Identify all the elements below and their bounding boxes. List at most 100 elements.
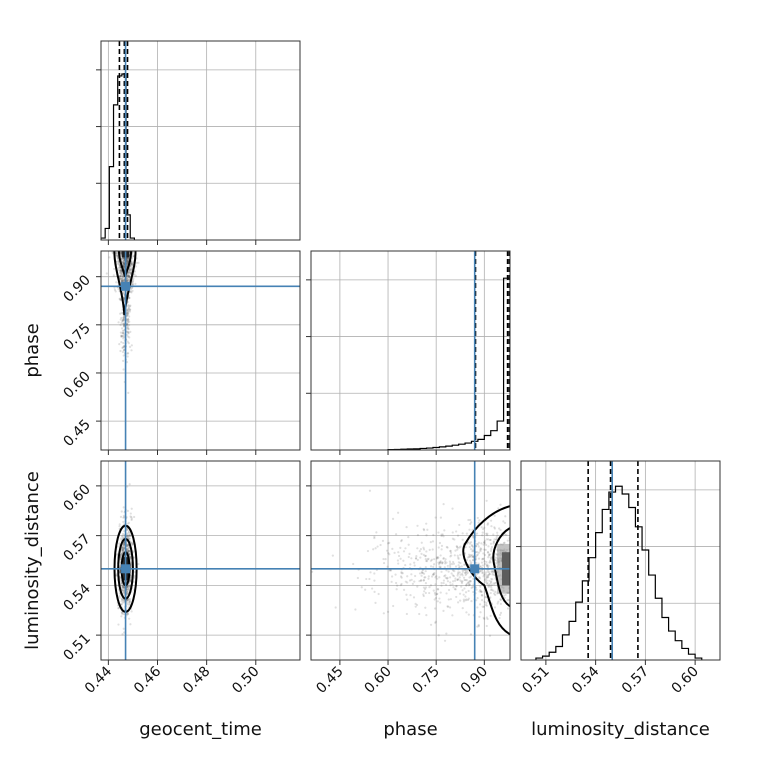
sample-point bbox=[377, 592, 380, 596]
sample-point bbox=[127, 587, 130, 590]
sample-point bbox=[461, 570, 464, 573]
sample-point bbox=[435, 593, 438, 596]
sample-point bbox=[490, 547, 493, 551]
sample-point bbox=[482, 573, 486, 576]
sample-point bbox=[120, 335, 123, 338]
sample-point bbox=[123, 296, 126, 299]
sample-point bbox=[434, 576, 437, 579]
y-axis-label-phase: phase bbox=[22, 323, 43, 377]
sample-point bbox=[130, 266, 133, 269]
sample-point bbox=[129, 512, 132, 515]
sample-point bbox=[479, 549, 482, 553]
sample-point bbox=[499, 528, 502, 532]
sample-point bbox=[461, 532, 464, 535]
sample-point bbox=[127, 549, 131, 552]
sample-point bbox=[461, 580, 464, 583]
sample-point bbox=[493, 526, 496, 529]
sample-point bbox=[469, 548, 473, 551]
sample-point bbox=[120, 311, 123, 314]
sample-point bbox=[478, 590, 481, 593]
sample-point bbox=[133, 575, 136, 578]
sample-point bbox=[468, 583, 471, 586]
sample-point bbox=[405, 612, 408, 616]
sample-point bbox=[434, 593, 437, 596]
sample-point bbox=[129, 579, 132, 582]
sample-point bbox=[385, 549, 389, 552]
sample-point bbox=[121, 318, 125, 321]
sample-point bbox=[423, 576, 426, 579]
sample-point bbox=[123, 261, 126, 264]
sample-point bbox=[117, 287, 120, 291]
sample-point bbox=[382, 557, 385, 561]
sample-point bbox=[130, 262, 133, 265]
sample-point bbox=[117, 267, 120, 270]
sample-point bbox=[120, 271, 123, 274]
sample-point bbox=[468, 528, 471, 531]
sample-point bbox=[414, 557, 418, 560]
sample-point bbox=[422, 527, 425, 531]
sample-point bbox=[486, 566, 489, 569]
sample-point bbox=[484, 581, 487, 584]
sample-point bbox=[480, 542, 483, 545]
sample-point bbox=[352, 562, 355, 566]
sample-point bbox=[435, 557, 438, 560]
sample-point bbox=[120, 552, 124, 555]
sample-point bbox=[126, 613, 130, 616]
sample-point bbox=[491, 571, 494, 574]
sample-point bbox=[122, 506, 125, 509]
sample-point bbox=[425, 522, 428, 525]
sample-point bbox=[505, 533, 508, 536]
sample-point bbox=[437, 546, 440, 549]
sample-point bbox=[128, 534, 131, 538]
sample-point bbox=[486, 576, 489, 579]
sample-point bbox=[469, 575, 473, 578]
sample-point bbox=[506, 539, 509, 542]
sample-point bbox=[458, 576, 461, 579]
x-tick-label: 0.90 bbox=[458, 664, 491, 697]
sample-point bbox=[122, 263, 125, 266]
sample-point bbox=[126, 548, 130, 551]
sample-point bbox=[115, 254, 119, 257]
sample-point bbox=[461, 574, 464, 577]
x-tick-label: 0.57 bbox=[619, 664, 652, 697]
sample-point bbox=[386, 542, 390, 545]
sample-point bbox=[128, 553, 131, 556]
sample-point bbox=[456, 546, 459, 549]
sample-point bbox=[499, 611, 503, 615]
sample-point bbox=[492, 582, 495, 585]
sample-point bbox=[465, 558, 469, 562]
x-axis-geocent_time: 0.44 0.46 0.48 0.50 geocent_time bbox=[82, 240, 263, 740]
sample-point bbox=[448, 606, 452, 609]
sample-point bbox=[112, 274, 115, 277]
contour-inner bbox=[492, 527, 510, 608]
sample-point bbox=[121, 589, 124, 593]
sample-point bbox=[458, 571, 461, 574]
sample-point bbox=[434, 516, 437, 519]
sample-point bbox=[131, 542, 134, 545]
sample-point bbox=[478, 519, 481, 522]
sample-point bbox=[123, 257, 126, 260]
sample-point bbox=[130, 263, 134, 266]
sample-point bbox=[129, 580, 132, 583]
sample-point bbox=[405, 526, 408, 529]
sample-point bbox=[122, 532, 125, 536]
sample-point bbox=[424, 586, 428, 589]
sample-point bbox=[453, 554, 456, 557]
sample-point bbox=[468, 542, 472, 545]
sample-point bbox=[121, 279, 124, 282]
hist-panel-luminosity_distance bbox=[516, 460, 721, 661]
sample-point bbox=[126, 275, 129, 278]
sample-point bbox=[123, 586, 126, 589]
sample-point bbox=[372, 548, 375, 551]
sample-point bbox=[126, 544, 129, 547]
sample-point bbox=[131, 280, 135, 283]
sample-point bbox=[495, 556, 498, 559]
sample-point bbox=[485, 564, 489, 567]
sample-point bbox=[506, 599, 509, 602]
sample-point bbox=[470, 599, 473, 603]
sample-point bbox=[416, 533, 420, 537]
sample-point bbox=[399, 557, 402, 560]
sample-point bbox=[472, 558, 475, 562]
sample-point bbox=[429, 541, 432, 544]
